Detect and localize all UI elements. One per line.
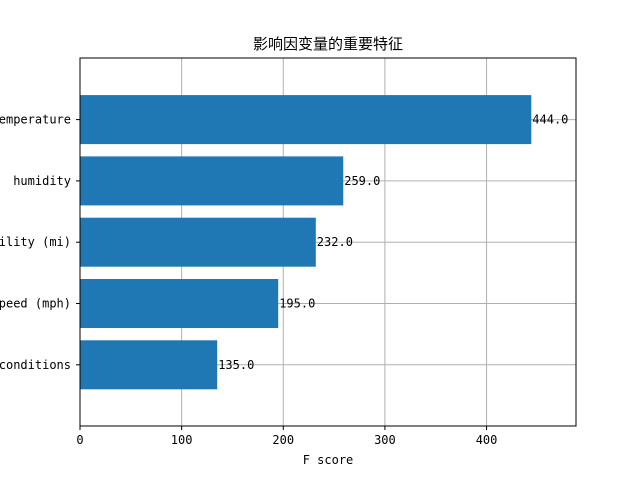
bar [80, 156, 344, 206]
x-tick-label: 100 [171, 433, 193, 447]
y-tick-label: emperature [0, 113, 71, 127]
bar-value-label: 444.0 [532, 113, 568, 127]
y-tick-label: conditions [0, 358, 71, 372]
bar [80, 340, 218, 390]
y-tick-label: ility (mi) [0, 235, 71, 249]
bar [80, 95, 532, 145]
x-tick-label: 300 [374, 433, 396, 447]
bar-value-label: 195.0 [279, 297, 315, 311]
y-tick-label: humidity [13, 174, 71, 188]
x-tick-label: 400 [476, 433, 498, 447]
y-tick-label: peed (mph) [0, 297, 71, 311]
bar-value-label: 135.0 [218, 358, 254, 372]
x-axis-ticks: 0 100 200 300 400 [76, 426, 497, 447]
data-labels: 444.0 259.0 232.0 195.0 135.0 [218, 113, 568, 372]
x-axis-label: F score [303, 453, 354, 467]
bar-value-label: 259.0 [344, 174, 380, 188]
y-axis-ticks: emperature humidity ility (mi) peed (mph) co… [0, 113, 80, 372]
chart-title: 影响因变量的重要特征 [253, 35, 403, 53]
bar-value-label: 232.0 [317, 235, 353, 249]
bar [80, 279, 279, 328]
bar [80, 217, 316, 267]
bars [80, 95, 532, 390]
x-tick-label: 0 [76, 433, 83, 447]
x-tick-label: 200 [272, 433, 294, 447]
